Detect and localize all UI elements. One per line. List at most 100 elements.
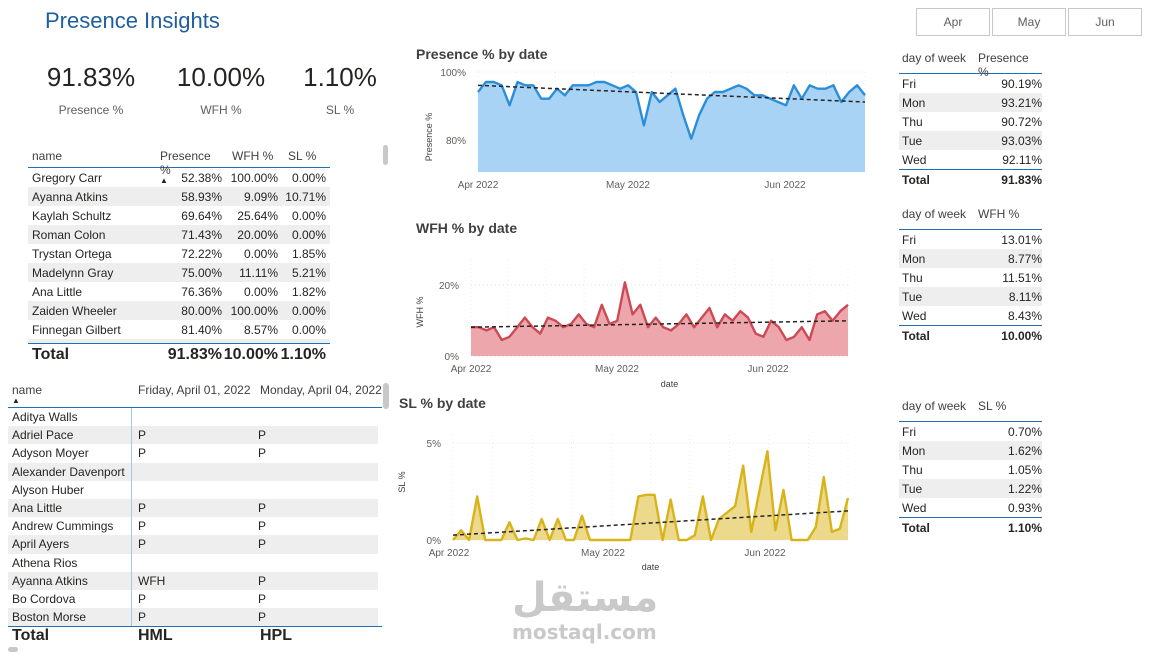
- matrix-row[interactable]: Adyson Moyer P P: [8, 444, 382, 463]
- dow-row[interactable]: Mon 1.62%: [899, 441, 1042, 460]
- series-line[interactable]: [452, 450, 850, 542]
- matrix-row[interactable]: Alyson Huber: [8, 480, 382, 499]
- page-title: Presence Insights: [45, 8, 220, 33]
- dow-row[interactable]: Thu 11.51%: [899, 268, 1042, 287]
- matrix-cell-date2: P: [254, 426, 378, 445]
- dow-row[interactable]: Tue 1.22%: [899, 479, 1042, 498]
- dow-row[interactable]: Tue 93.03%: [899, 131, 1042, 150]
- matrix-row[interactable]: Boston Morse P P: [8, 608, 382, 627]
- dow-header: day of week WFH %: [899, 207, 1042, 230]
- col-wfh-header[interactable]: WFH %: [232, 149, 274, 163]
- table-row[interactable]: Ana Little 76.36% 0.00% 1.82%: [28, 282, 330, 301]
- dow-total-value: 10.00%: [1001, 328, 1042, 343]
- cell-wfh: 0.00%: [243, 284, 278, 299]
- col-presence-header[interactable]: Presence % ▲: [160, 145, 222, 185]
- matrix-cell-date2: P: [254, 571, 378, 590]
- chart-sl-title: SL % by date: [399, 395, 486, 411]
- y-axis-label: WFH %: [415, 297, 425, 328]
- dow-row[interactable]: Mon 93.21%: [899, 93, 1042, 112]
- matrix-row[interactable]: Andrew Cummings P P: [8, 517, 382, 536]
- table-row[interactable]: Gregory Carr 52.38% 100.00% 0.00%: [28, 168, 330, 187]
- dow-col-day[interactable]: day of week: [902, 399, 967, 413]
- watermark-arabic: مستقل: [512, 575, 659, 621]
- table-row[interactable]: Finnegan Gilbert 81.40% 8.57% 0.00%: [28, 320, 330, 339]
- cell-wfh: 11.11%: [239, 265, 278, 280]
- matrix-row[interactable]: Aditya Walls: [8, 408, 382, 427]
- dow-row[interactable]: Mon 8.77%: [899, 249, 1042, 268]
- x-tick-label: May 2022: [595, 364, 639, 375]
- people-table-scrollbar[interactable]: [383, 145, 388, 165]
- matrix-col-name[interactable]: name ▲: [8, 383, 138, 407]
- matrix-cell-date1: [132, 408, 254, 426]
- cell-name: Zaiden Wheeler: [32, 303, 117, 318]
- matrix-row[interactable]: Bo Cordova P P: [8, 589, 382, 609]
- dow-row[interactable]: Tue 8.11%: [899, 287, 1042, 306]
- table-row[interactable]: Emma Freeman82.14%8.70%6.25%: [28, 339, 330, 343]
- matrix-hscrollbar[interactable]: [8, 647, 18, 652]
- dow-col-metric[interactable]: WFH %: [978, 207, 1020, 221]
- dow-row[interactable]: Fri 90.19%: [899, 74, 1042, 93]
- cell-name: Ana Little: [32, 284, 83, 299]
- dow-col-day[interactable]: day of week: [902, 207, 967, 221]
- matrix-cell-name: April Ayers: [8, 535, 132, 554]
- matrix-cell-name: Adriel Pace: [8, 426, 132, 445]
- col-sl-header[interactable]: SL %: [288, 149, 317, 163]
- dow-cell-value: 8.43%: [1007, 308, 1042, 323]
- dow-wfh-table: day of week WFH % Fri 13.01% Mon 8.77% Thu 11.5…: [899, 207, 1042, 345]
- table-row[interactable]: Zaiden Wheeler 80.00% 100.00% 0.00%: [28, 301, 330, 320]
- dow-row[interactable]: Wed 92.11%: [899, 150, 1042, 169]
- matrix-cell-date1: [132, 462, 254, 481]
- matrix-row[interactable]: Athena Rios: [8, 553, 382, 572]
- series-area: [478, 82, 865, 172]
- dow-col-day[interactable]: day of week: [902, 51, 967, 65]
- table-row[interactable]: Madelynn Gray 75.00% 11.11% 5.21%: [28, 263, 330, 282]
- dow-total: Total 1.10%: [899, 517, 1042, 537]
- total-wfh: 10.00%: [223, 346, 278, 363]
- col-name-header[interactable]: name: [32, 149, 63, 163]
- table-row[interactable]: Roman Colon 71.43% 20.00% 0.00%: [28, 225, 330, 244]
- dow-cell-value: 90.72%: [1001, 114, 1042, 129]
- matrix-cell-date1: P: [138, 446, 147, 461]
- dow-col-metric[interactable]: Presence %: [978, 51, 1029, 79]
- dow-sl-table: day of week SL % Fri 0.70% Mon 1.62% Thu 1.05% T…: [899, 399, 1042, 537]
- slicer-apr-button[interactable]: Apr: [916, 8, 990, 36]
- table-row[interactable]: Ayanna Atkins 58.93% 9.09% 10.71%: [28, 187, 330, 206]
- dow-row[interactable]: Wed 8.43%: [899, 306, 1042, 325]
- dow-cell-value: 8.11%: [1008, 289, 1042, 304]
- x-tick-label: May 2022: [581, 548, 625, 559]
- x-tick-label: Apr 2022: [458, 180, 499, 191]
- people-table-header: name Presence % ▲ WFH % SL %: [28, 145, 330, 185]
- matrix-cell-name: Boston Morse: [8, 608, 132, 627]
- table-row[interactable]: Trystan Ortega 72.22% 0.00% 1.85%: [28, 244, 330, 263]
- slicer-may-button[interactable]: May: [992, 8, 1066, 36]
- dow-cell-day: Wed: [902, 308, 927, 323]
- matrix-row[interactable]: Ana Little P P: [8, 498, 382, 518]
- dow-row[interactable]: Fri 0.70%: [899, 422, 1042, 441]
- dow-row[interactable]: Thu 90.72%: [899, 112, 1042, 131]
- dow-col-metric[interactable]: SL %: [978, 399, 1007, 413]
- dow-cell-value: 93.21%: [1001, 95, 1042, 110]
- table-row[interactable]: Kaylah Schultz 69.64% 25.64% 0.00%: [28, 206, 330, 225]
- matrix-row[interactable]: Alexander Davenport: [8, 462, 382, 481]
- cell-presence: 81.40%: [181, 322, 222, 337]
- series-line[interactable]: [471, 281, 849, 342]
- matrix-row[interactable]: Adriel Pace P P: [8, 426, 382, 445]
- matrix-col-date2[interactable]: Monday, April 04, 2022: [260, 383, 382, 397]
- dow-cell-value: 1.62%: [1007, 443, 1042, 458]
- dow-row[interactable]: Fri 13.01%: [899, 230, 1042, 249]
- dow-cell-value: 13.01%: [1001, 232, 1042, 247]
- matrix-row[interactable]: April Ayers P P: [8, 535, 382, 554]
- matrix-col-date1[interactable]: Friday, April 01, 2022: [138, 383, 251, 397]
- dow-row[interactable]: Thu 1.05%: [899, 460, 1042, 479]
- dow-row[interactable]: Wed 0.93%: [899, 498, 1042, 517]
- dow-cell-day: Mon: [902, 443, 926, 458]
- matrix-scrollbar[interactable]: [383, 383, 389, 409]
- matrix-row[interactable]: Ayanna Atkins WFH P: [8, 571, 382, 590]
- series-line[interactable]: [477, 80, 866, 140]
- cell-wfh: 20.00%: [237, 227, 278, 242]
- cell-sl: 0.00%: [291, 227, 326, 242]
- slicer-jun-button[interactable]: Jun: [1068, 8, 1142, 36]
- matrix-header: name ▲ Friday, April 01, 2022 Monday, Apr…: [8, 383, 382, 407]
- dow-cell-value: 0.93%: [1007, 500, 1042, 515]
- kpi-presence-value: 91.83%: [46, 62, 136, 92]
